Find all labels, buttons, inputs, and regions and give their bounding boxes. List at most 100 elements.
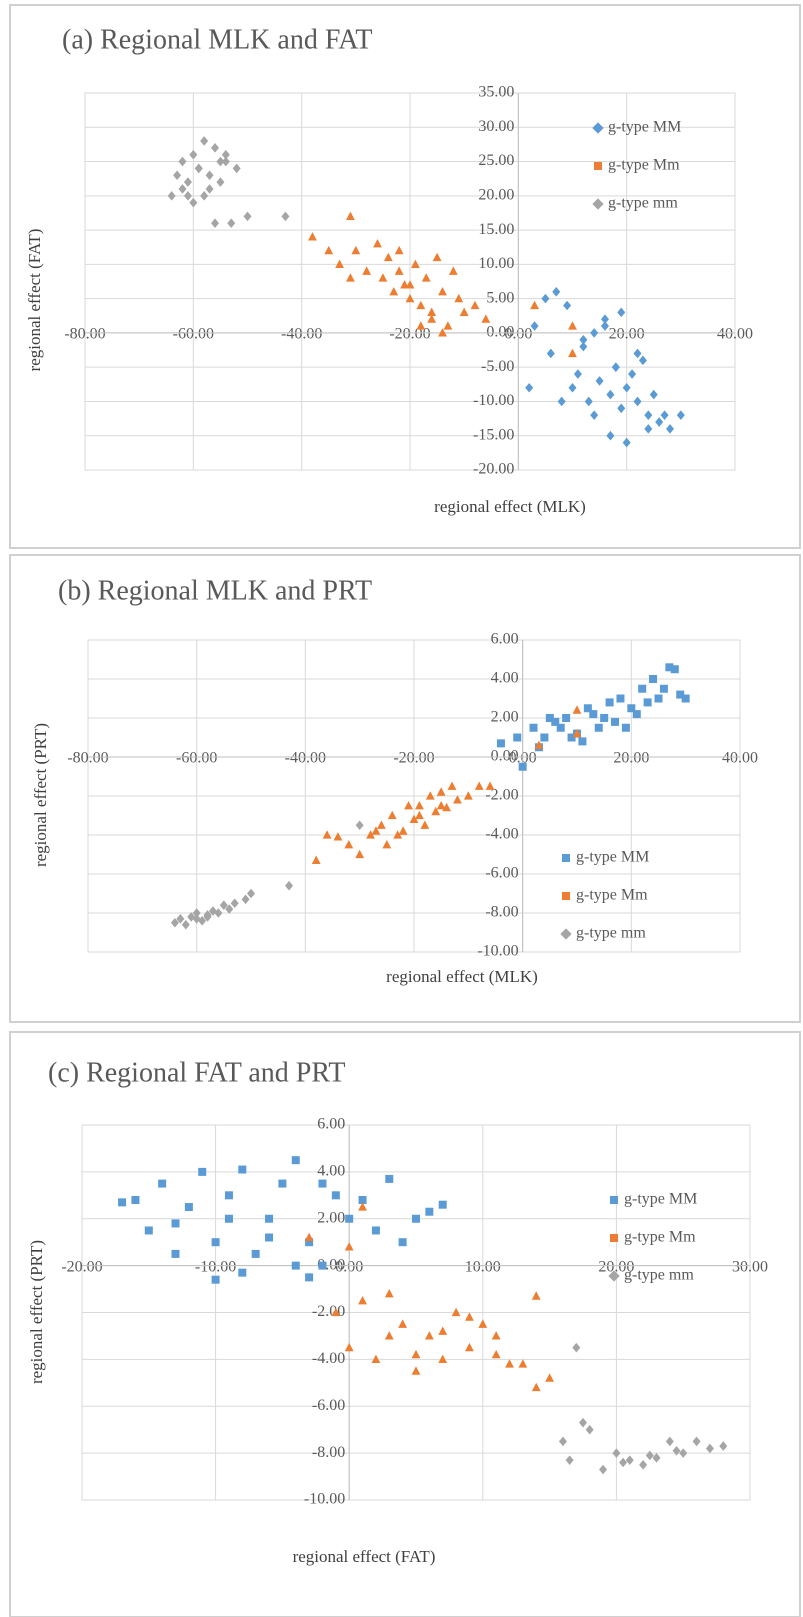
x-tick-label: -60.00 [176, 750, 217, 767]
point [565, 1455, 574, 1465]
point [404, 800, 413, 810]
point [335, 259, 344, 268]
point [474, 781, 484, 790]
point [211, 1238, 220, 1247]
point [181, 919, 190, 930]
point [676, 410, 685, 420]
point [189, 149, 198, 160]
point [389, 286, 399, 296]
point [198, 1167, 207, 1176]
point [351, 245, 361, 255]
x-tick-label: 30.00 [732, 1258, 768, 1275]
y-tick-label: -10.00 [477, 943, 518, 960]
point [411, 1366, 421, 1375]
point [224, 1191, 233, 1200]
point [644, 424, 653, 434]
legend-swatch [608, 1270, 620, 1282]
series [170, 820, 364, 930]
x-tick-label: -40.00 [285, 750, 326, 767]
point [322, 830, 332, 839]
point [465, 1312, 474, 1321]
point [438, 328, 447, 337]
point [416, 321, 426, 330]
point [545, 1373, 554, 1382]
point [617, 307, 626, 318]
point [232, 163, 241, 174]
point [616, 694, 625, 703]
point [251, 1249, 260, 1258]
point [346, 273, 355, 282]
point [655, 417, 664, 427]
legend-swatch [562, 854, 570, 862]
series [167, 136, 290, 229]
point [584, 396, 593, 407]
y-tick-label: -8.00 [485, 904, 518, 921]
y-tick-label: 4.00 [491, 670, 519, 687]
point [652, 1453, 661, 1463]
legend-label: g-type Mm [624, 1229, 696, 1246]
point [496, 739, 505, 748]
legend-swatch [610, 1234, 618, 1242]
point [622, 382, 631, 393]
y-tick-label: 0.00 [486, 324, 514, 341]
point [409, 814, 419, 823]
point [601, 321, 609, 331]
point [556, 723, 565, 732]
point [529, 723, 538, 732]
point [579, 334, 588, 345]
point [331, 1307, 341, 1317]
point [385, 1174, 394, 1183]
point [200, 136, 209, 146]
point [562, 714, 571, 722]
point [589, 710, 598, 719]
legend-label: g-type MM [576, 849, 649, 866]
y-tick-label: 6.00 [317, 1116, 345, 1133]
point [513, 733, 522, 742]
point [118, 1198, 127, 1207]
x-tick-label: -10.00 [195, 1258, 236, 1275]
point [470, 300, 480, 310]
point [438, 1200, 447, 1209]
point [627, 704, 636, 713]
y-tick-label: 4.00 [317, 1163, 345, 1180]
point [333, 832, 343, 841]
x-tick-label: 40.00 [717, 326, 753, 343]
y-tick-label: -15.00 [473, 426, 514, 443]
point [666, 424, 674, 434]
x-tick-label: -80.00 [64, 326, 105, 343]
point [416, 300, 426, 310]
point [285, 880, 294, 891]
point [384, 1331, 394, 1340]
point [633, 348, 642, 359]
point [358, 1202, 367, 1211]
point [415, 810, 424, 820]
point [672, 1445, 681, 1456]
point [572, 705, 582, 714]
point [595, 376, 604, 386]
point [481, 314, 491, 323]
point [436, 787, 446, 796]
point [573, 369, 582, 379]
point [649, 389, 658, 400]
point [304, 1232, 314, 1242]
point [211, 1275, 220, 1284]
x-tick-label: -60.00 [173, 326, 214, 343]
y-tick-label: 30.00 [478, 118, 514, 135]
point [605, 698, 614, 707]
point [308, 232, 317, 241]
point [438, 1326, 448, 1335]
point [203, 912, 212, 922]
legend-swatch [560, 928, 572, 940]
x-tick-label: -20.00 [393, 750, 434, 767]
point [216, 177, 225, 187]
legend-label: g-type MM [624, 1191, 697, 1208]
x-axis-title: regional effect (FAT) [293, 1547, 436, 1566]
point [305, 1238, 314, 1247]
point [705, 1443, 714, 1454]
y-axis-title: regional effect (PRT) [31, 723, 50, 867]
point [373, 239, 382, 248]
y-tick-label: 25.00 [478, 152, 514, 169]
point [344, 1342, 354, 1352]
point [176, 914, 185, 924]
